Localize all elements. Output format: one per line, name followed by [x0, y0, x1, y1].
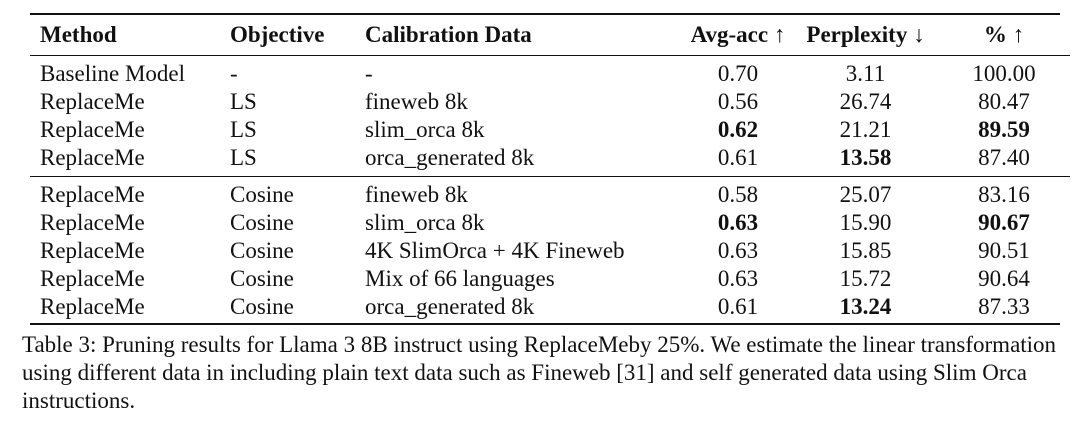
cell-perplexity: 13.24 — [839, 294, 892, 319]
header-avg-acc: Avg-acc ↑ — [690, 22, 786, 47]
cell-perplexity: 15.72 — [839, 266, 892, 291]
cell-perplexity: 21.21 — [839, 117, 892, 142]
cell-calibration-data: 4K SlimOrca + 4K Fineweb — [365, 238, 625, 263]
cell-method: ReplaceMe — [40, 89, 145, 114]
cell-objective: Cosine — [230, 210, 294, 235]
cell-objective: - — [230, 61, 238, 86]
cell-perplexity: 15.90 — [839, 210, 892, 235]
table-caption: Table 3: Pruning results for Llama 3 8B … — [22, 332, 1057, 413]
cell-perplexity: 15.85 — [839, 238, 892, 263]
cell-avg-acc: 0.63 — [717, 266, 759, 291]
table-row: ReplaceMe LS orca_generated 8k 0.61 13.58 87.… — [30, 144, 1070, 177]
cell-perplexity: 3.11 — [845, 61, 886, 86]
header-separator — [30, 55, 1070, 56]
table-row: ReplaceMe Cosine fineweb 8k 0.58 25.07 83.16 — [30, 177, 1070, 209]
table-row: Baseline Model - - 0.70 3.11 100.00 — [30, 56, 1070, 88]
header-perplexity: Perplexity ↓ — [806, 22, 925, 47]
cell-calibration-data: orca_generated 8k — [365, 145, 535, 170]
ls-objective-group: Baseline Model - - 0.70 3.11 100.00 ReplaceMe L… — [30, 56, 1070, 177]
cell-method: ReplaceMe — [40, 266, 145, 291]
cell-percent: 90.67 — [978, 210, 1030, 235]
table-row: ReplaceMe LS fineweb 8k 0.56 26.74 80.47 — [30, 88, 1070, 116]
header-method: Method — [40, 22, 117, 47]
cell-avg-acc: 0.58 — [717, 182, 759, 207]
cell-calibration-data: orca_generated 8k — [365, 294, 535, 319]
cell-objective: LS — [230, 89, 257, 114]
cell-percent: 87.33 — [978, 294, 1030, 319]
cell-calibration-data: fineweb 8k — [365, 182, 468, 207]
cell-percent: 87.40 — [978, 145, 1030, 170]
table-bottom-rule — [30, 323, 1060, 325]
cell-calibration-data: fineweb 8k — [365, 89, 468, 114]
group-separator — [30, 176, 1070, 177]
cell-method: ReplaceMe — [40, 238, 145, 263]
cell-avg-acc: 0.62 — [717, 117, 759, 142]
cell-method: ReplaceMe — [40, 117, 145, 142]
cell-percent: 80.47 — [978, 89, 1030, 114]
cell-avg-acc: 0.61 — [717, 145, 759, 170]
table-top-rule — [30, 13, 1060, 15]
cell-perplexity: 26.74 — [839, 89, 892, 114]
cell-percent: 83.16 — [978, 182, 1030, 207]
cell-objective: Cosine — [230, 266, 294, 291]
cell-calibration-data: - — [365, 61, 373, 86]
cell-method: ReplaceMe — [40, 182, 145, 207]
cell-percent: 89.59 — [978, 117, 1030, 142]
cosine-objective-group: ReplaceMe Cosine fineweb 8k 0.58 25.07 83.16 R… — [30, 177, 1070, 323]
header-objective: Objective — [230, 22, 325, 47]
cell-method: ReplaceMe — [40, 145, 145, 170]
table-row: ReplaceMe Cosine orca_generated 8k 0.61 13.2… — [30, 293, 1070, 323]
cell-objective: LS — [230, 145, 257, 170]
table-row: ReplaceMe Cosine Mix of 66 languages 0.63 15… — [30, 265, 1070, 293]
cell-objective: Cosine — [230, 294, 294, 319]
cell-avg-acc: 0.63 — [717, 210, 759, 235]
table-row: ReplaceMe Cosine slim_orca 8k 0.63 15.90 90.6… — [30, 209, 1070, 237]
cell-calibration-data: slim_orca 8k — [365, 210, 485, 235]
cell-percent: 90.51 — [978, 238, 1030, 263]
group-separator-row — [30, 176, 1070, 177]
cell-perplexity: 25.07 — [839, 182, 892, 207]
cell-method: ReplaceMe — [40, 210, 145, 235]
cell-method: Baseline Model — [40, 61, 185, 86]
table-header: Method Objective Calibration Data Avg-ac… — [30, 15, 1070, 56]
cell-objective: LS — [230, 117, 257, 142]
cell-avg-acc: 0.70 — [717, 61, 759, 86]
cell-calibration-data: Mix of 66 languages — [365, 266, 555, 291]
results-table: Method Objective Calibration Data Avg-ac… — [30, 15, 1070, 323]
cell-perplexity: 13.58 — [839, 145, 892, 170]
cell-objective: Cosine — [230, 182, 294, 207]
table-row: ReplaceMe Cosine 4K SlimOrca + 4K Fineweb 0… — [30, 237, 1070, 265]
cell-method: ReplaceMe — [40, 294, 145, 319]
cell-objective: Cosine — [230, 238, 294, 263]
header-percent: % ↑ — [983, 22, 1025, 47]
cell-percent: 100.00 — [972, 61, 1036, 86]
header-row: Method Objective Calibration Data Avg-ac… — [30, 15, 1070, 56]
header-calibration-data: Calibration Data — [365, 22, 532, 47]
cell-avg-acc: 0.61 — [717, 294, 759, 319]
cell-percent: 90.64 — [978, 266, 1030, 291]
cell-avg-acc: 0.63 — [717, 238, 759, 263]
results-table-container: Method Objective Calibration Data Avg-ac… — [30, 13, 1070, 325]
cell-avg-acc: 0.56 — [717, 89, 759, 114]
cell-calibration-data: slim_orca 8k — [365, 117, 485, 142]
table-row: ReplaceMe LS slim_orca 8k 0.62 21.21 89.59 — [30, 116, 1070, 144]
